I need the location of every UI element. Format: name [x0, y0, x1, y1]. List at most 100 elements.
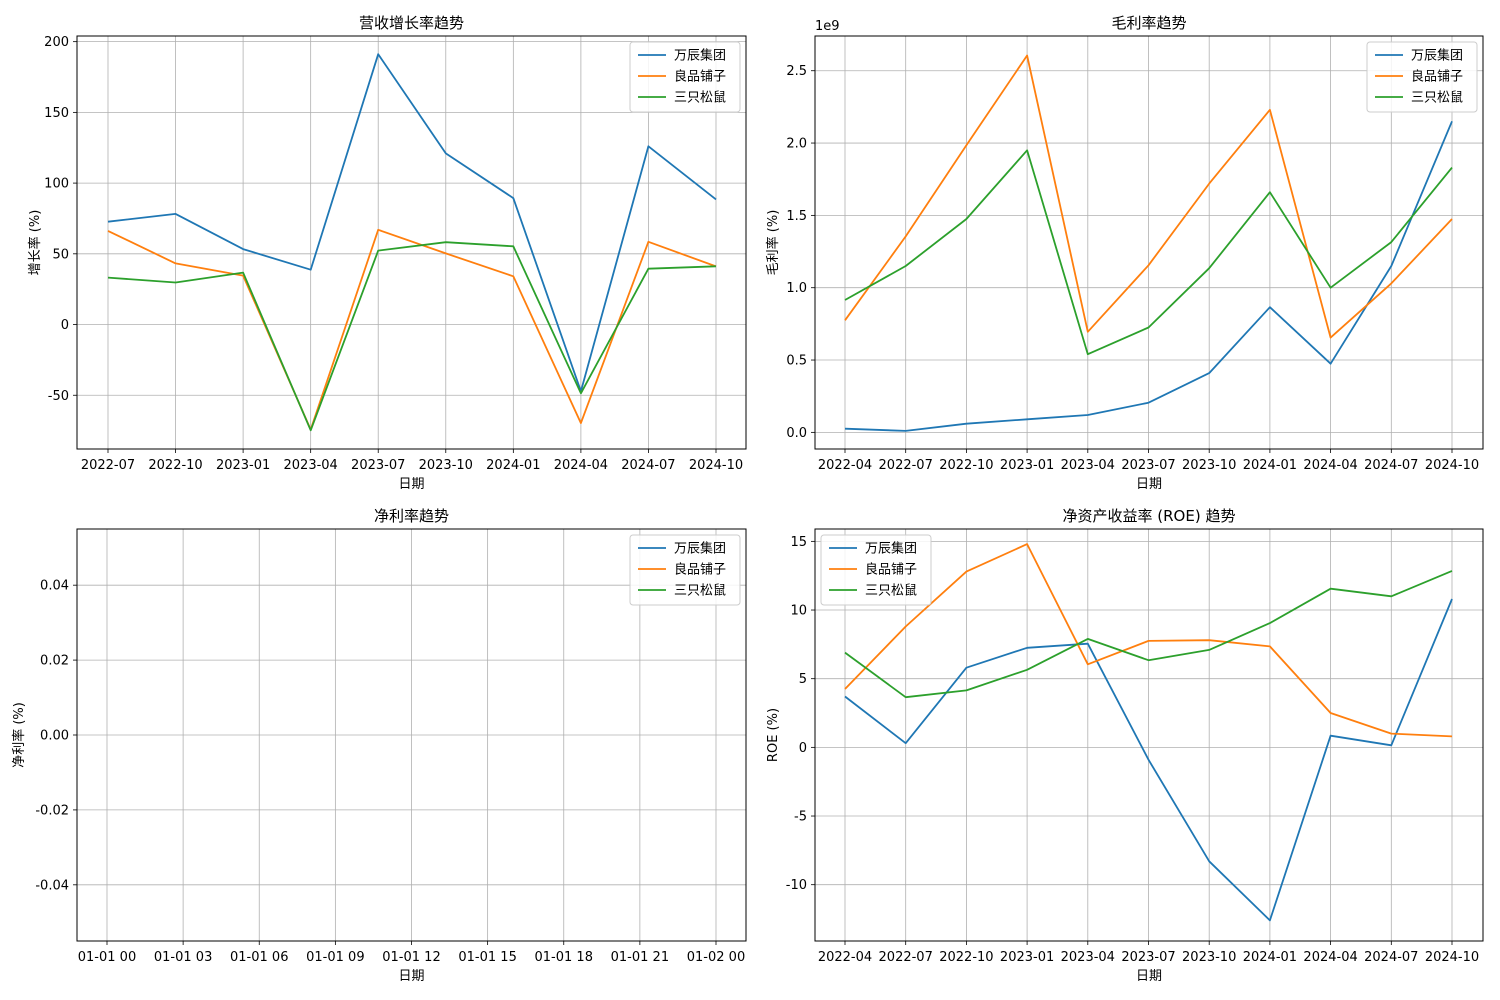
y-tick-label: 1.5 [786, 209, 807, 224]
x-tick-label: 2023-07 [1121, 458, 1175, 473]
x-axis-label: 日期 [398, 969, 424, 984]
legend-label-1: 万辰集团 [865, 541, 917, 557]
series-line-3 [844, 149, 1453, 356]
y-tick-label: 0.02 [40, 654, 69, 669]
x-tick-label: 2024-01 [1243, 950, 1297, 965]
y-tick-label: 0.04 [40, 579, 69, 594]
legend-box [629, 534, 741, 606]
x-tick-label: 2023-07 [351, 458, 405, 473]
chart-title: 净资产收益率 (ROE) 趋势 [1063, 507, 1236, 525]
y-tick-label: 1.0 [786, 281, 807, 296]
x-tick-label: 2024-04 [1303, 458, 1357, 473]
x-tick-label: 2023-01 [1000, 950, 1054, 965]
x-tick-label: 01-01 15 [458, 950, 516, 965]
x-tick-label: 2022-04 [818, 458, 872, 473]
axes-frame [76, 35, 747, 450]
legend-label-2: 良品铺子 [674, 69, 726, 85]
y-tick-label: 0.0 [786, 426, 807, 441]
series-line-3 [107, 241, 717, 432]
x-tick-label: 2024-01 [486, 458, 540, 473]
x-tick-label: 01-01 06 [230, 950, 288, 965]
x-tick-label: 01-01 00 [78, 950, 136, 965]
y-tick-label: 0.00 [40, 729, 69, 744]
legend-label-2: 良品铺子 [1411, 69, 1463, 85]
x-tick-label: 2022-10 [148, 458, 202, 473]
y-tick-label: 15 [790, 535, 807, 550]
legend-label-3: 三只松鼠 [865, 584, 917, 599]
series-line-1 [107, 53, 717, 393]
legend-box [629, 41, 741, 113]
legend-label-3: 三只松鼠 [674, 91, 726, 106]
chart-panel-4: 2022-04 2022-07 2022-10 2023-01 2023-04 2023-… [766, 507, 1484, 984]
y-tick-label: 0 [61, 318, 69, 333]
x-tick-label: 2022-07 [879, 950, 933, 965]
legend-box [820, 534, 932, 606]
x-tick-label: 2023-04 [1061, 458, 1115, 473]
y-axis-label: 毛利率 (%) [765, 210, 781, 276]
y-offset-label: 1e9 [815, 19, 840, 34]
x-tick-label: 2022-10 [939, 458, 993, 473]
y-tick-label: 10 [790, 604, 807, 619]
series-line-1 [844, 120, 1453, 432]
x-tick-label: 2024-07 [621, 458, 675, 473]
x-tick-label: 01-01 18 [535, 950, 593, 965]
x-tick-label: 2024-10 [1425, 458, 1479, 473]
y-tick-label: 100 [44, 177, 69, 192]
legend-label-1: 万辰集团 [674, 48, 726, 64]
x-tick-label: 2024-10 [1425, 950, 1479, 965]
legend-label-2: 良品铺子 [865, 562, 917, 578]
axes-frame [814, 35, 1484, 450]
y-tick-label: -10 [786, 878, 807, 893]
x-tick-label: 2023-01 [1000, 458, 1054, 473]
x-tick-label: 2023-04 [284, 458, 338, 473]
x-tick-label: 2022-04 [818, 950, 872, 965]
x-tick-label: 2022-10 [939, 950, 993, 965]
legend-label-1: 万辰集团 [1411, 48, 1463, 64]
x-tick-label: 2024-04 [1303, 950, 1357, 965]
y-tick-label: 0.5 [786, 354, 807, 369]
series-line-3 [844, 570, 1453, 699]
y-tick-label: 2.5 [786, 64, 807, 79]
y-tick-label: -0.02 [35, 803, 69, 818]
y-tick-label: -5 [794, 810, 807, 825]
x-tick-label: 2023-10 [1182, 458, 1236, 473]
x-tick-label: 01-01 09 [306, 950, 364, 965]
series-line-2 [844, 54, 1453, 339]
y-tick-label: 5 [799, 672, 807, 687]
series-line-2 [844, 543, 1453, 738]
x-axis-label: 日期 [1136, 477, 1162, 492]
chart-panel-2: 2022-04 2022-07 2022-10 2023-01 2023-04 2023-… [765, 14, 1484, 492]
y-axis-label: 增长率 (%) [27, 210, 43, 276]
chart-title: 营收增长率趋势 [359, 14, 464, 32]
x-tick-label: 2023-10 [1182, 950, 1236, 965]
legend-label-1: 万辰集团 [674, 541, 726, 557]
x-tick-label: 2024-10 [689, 458, 743, 473]
legend-label-3: 三只松鼠 [674, 584, 726, 599]
x-tick-label: 2024-01 [1243, 458, 1297, 473]
x-tick-label: 2022-07 [879, 458, 933, 473]
x-tick-label: 01-01 21 [611, 950, 669, 965]
chart-panel-3: 01-01 00 01-01 03 01-01 06 01-01 09 01-01 12… [11, 507, 747, 984]
x-tick-label: 2023-04 [1061, 950, 1115, 965]
x-tick-label: 2023-01 [216, 458, 270, 473]
x-tick-label: 2023-07 [1121, 950, 1175, 965]
x-axis-label: 日期 [1136, 969, 1162, 984]
legend-label-2: 良品铺子 [674, 562, 726, 578]
y-tick-label: 150 [44, 106, 69, 121]
x-tick-label: 2023-10 [419, 458, 473, 473]
axes-frame [76, 528, 747, 942]
x-tick-label: 2024-07 [1364, 950, 1418, 965]
x-tick-label: 2024-04 [554, 458, 608, 473]
y-tick-label: -0.04 [35, 878, 69, 893]
x-tick-label: 01-01 03 [154, 950, 212, 965]
x-tick-label: 01-01 12 [382, 950, 440, 965]
x-tick-label: 2024-07 [1364, 458, 1418, 473]
y-axis-label: ROE (%) [766, 708, 781, 762]
y-tick-label: 200 [44, 35, 69, 50]
x-axis-label: 日期 [398, 477, 424, 492]
